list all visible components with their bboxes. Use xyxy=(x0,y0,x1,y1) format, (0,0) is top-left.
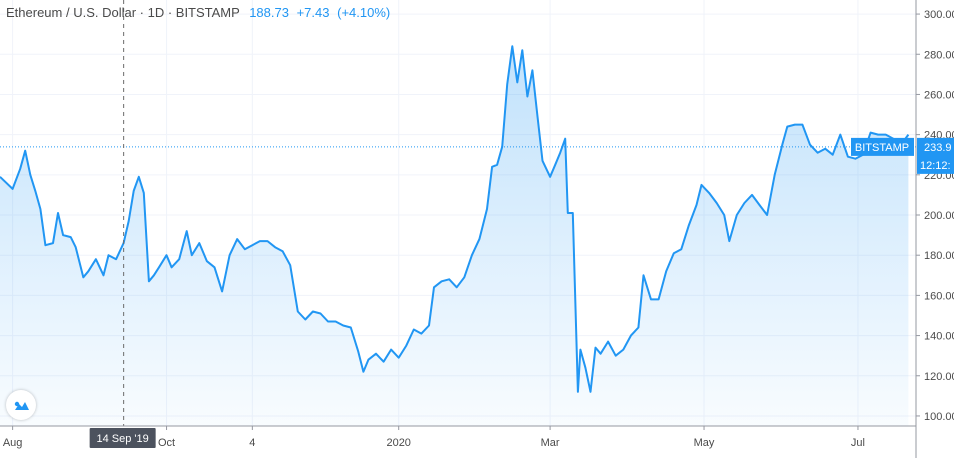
area-fill xyxy=(0,46,909,426)
y-tick-label: 280.00 xyxy=(924,49,954,61)
chart-legend: Ethereum / U.S. Dollar · 1D · BITSTAMP 1… xyxy=(6,5,390,20)
x-tick-label: 4 xyxy=(249,437,255,449)
x-tick-label: 2020 xyxy=(386,437,410,449)
crosshair-date-box xyxy=(89,428,156,448)
y-tick-label: 120.00 xyxy=(924,371,954,383)
y-tick-label: 200.00 xyxy=(924,210,954,222)
price-badge-box xyxy=(917,137,954,174)
series-area xyxy=(0,46,909,426)
x-tick-label: Aug xyxy=(3,437,23,449)
x-tick-label: Mar xyxy=(541,437,560,449)
y-tick-label: 140.00 xyxy=(924,331,954,343)
x-tick-label: Oct xyxy=(158,437,175,449)
cloud-icon xyxy=(14,401,29,410)
price-change: +7.43 xyxy=(296,5,330,20)
exchange-label-box xyxy=(851,137,914,156)
exchange-label: BITSTAMP xyxy=(855,142,909,154)
crosshair: 14 Sep '19 xyxy=(89,0,156,448)
y-tick-label: 160.00 xyxy=(924,290,954,302)
chart-title: Ethereum / U.S. Dollar · 1D · BITSTAMP xyxy=(6,5,240,20)
price-badge-value: 233.9 xyxy=(924,142,952,154)
series-line xyxy=(0,45,910,393)
price-badge-countdown: 12:12: xyxy=(920,160,951,172)
y-tick-label: 100.00 xyxy=(924,411,954,423)
x-tick-label: May xyxy=(694,437,715,449)
last-price: 188.73 xyxy=(249,5,289,20)
crosshair-date-label: 14 Sep '19 xyxy=(97,433,149,445)
price-change-percent: (+4.10%) xyxy=(337,5,391,20)
x-tick-label: Jul xyxy=(851,437,865,449)
tradingview-logo-icon[interactable] xyxy=(6,390,36,420)
price-line xyxy=(0,45,910,393)
y-tick-label: 180.00 xyxy=(924,250,954,262)
y-tick-label: 300.00 xyxy=(924,9,954,21)
price-labels: BITSTAMP 233.9 12:12: xyxy=(851,137,954,174)
y-tick-label: 260.00 xyxy=(924,89,954,101)
